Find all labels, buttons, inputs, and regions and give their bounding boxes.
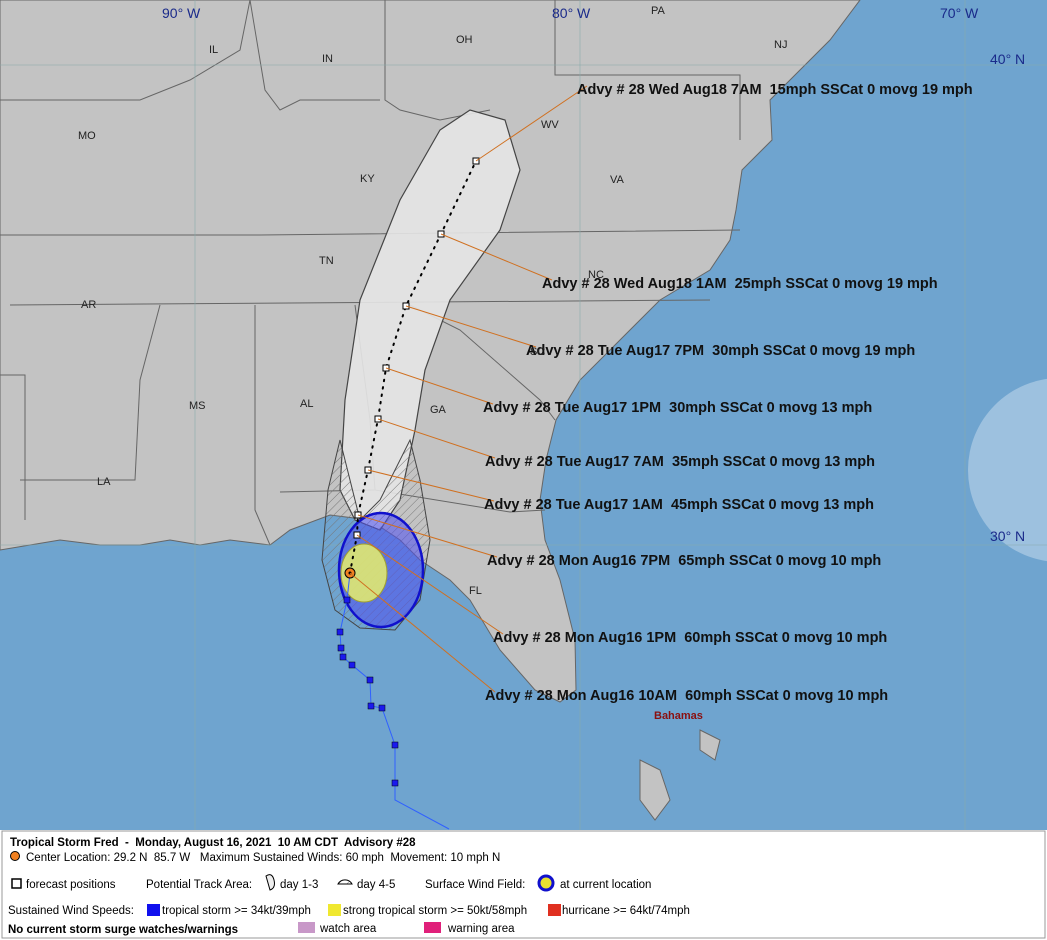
past-position [366,676,374,684]
advisory-leader [440,233,553,281]
advisory-leader [356,534,504,635]
state-label: GA [430,404,447,416]
state-label: NJ [774,39,787,51]
border [554,0,741,140]
border [20,304,161,481]
state-label: AR [81,299,96,311]
distant-feature [968,378,1047,562]
legend-panel [0,830,1047,940]
past-position [343,596,351,604]
legend-border [1,830,1046,939]
legend-watch-swatch [298,922,315,933]
legend-forecast: forecast positions [26,879,116,891]
legend-sts-swatch [328,904,341,916]
legend-track-area: Potential Track Area: [146,879,252,891]
legend-center: Center Location: 29.2 N 85.7 W Maximum S… [26,852,500,864]
state-label: MO [78,130,96,142]
grid [0,0,1047,830]
legend-sts: strong tropical storm >= 50kt/58mph [343,905,527,917]
past-position [391,741,399,749]
advisory-leader [367,469,495,502]
state-label: SC [530,346,545,358]
border [0,374,26,520]
place-label: Bahamas [654,710,703,722]
legend-wind-icon [537,874,555,892]
state-label: LA [97,476,111,488]
legend-wind-field: Surface Wind Field: [425,879,525,891]
state-label: FL [469,585,482,597]
legend-hu: hurricane >= 64kt/74mph [562,905,690,917]
longitude-label: 80° W [552,5,591,21]
past-position [348,661,356,669]
past-position [339,653,347,661]
latitude-label: 40° N [990,51,1025,67]
past-position [391,779,399,787]
advisory-label: Advy # 28 Mon Aug16 1PM 60mph SSCat 0 mo… [493,630,887,646]
border [249,0,380,111]
border [384,0,491,121]
state-label: AL [300,398,313,410]
legend-ts-swatch [147,904,160,916]
state-label: IL [209,44,218,56]
legend-day45-icon [337,879,353,885]
advisory-leader [377,418,496,459]
legend-warning: warning area [447,923,515,935]
advisory-label: Advy # 28 Tue Aug17 1AM 45mph SSCat 0 mo… [484,497,874,513]
legend-surge: No current storm surge watches/warnings [8,924,238,936]
advisory-leader [385,367,494,405]
state-label: MS [189,400,206,412]
legend-day13: day 1-3 [280,879,318,891]
legend-ts: tropical storm >= 34kt/39mph [162,905,311,917]
border [254,305,271,546]
legend-center-icon [10,851,20,861]
legend-square-icon [11,878,22,889]
advisory-label: Advy # 28 Mon Aug16 10AM 60mph SSCat 0 m… [485,688,888,704]
legend-speeds: Sustained Wind Speeds: [8,905,134,917]
legend-current: at current location [560,879,651,891]
past-position [336,628,344,636]
state-label: WV [541,119,559,131]
labels: Advy # 28 Wed Aug18 7AM 15mph SSCat 0 mo… [78,5,1025,722]
advisory-leader [349,572,496,693]
legend-title: Tropical Storm Fred - Monday, August 16,… [10,837,416,849]
state-label: OH [456,34,473,46]
advisory-label: Advy # 28 Mon Aug16 7PM 65mph SSCat 0 mo… [487,553,881,569]
legend-watch: watch area [319,923,377,935]
state-label: NC [588,269,604,281]
longitude-label: 70° W [940,5,979,21]
legend-hu-swatch [548,904,561,916]
advisory-label: Advy # 28 Wed Aug18 1AM 25mph SSCat 0 mo… [542,276,938,292]
state-label: KY [360,173,375,185]
advisory-label: Advy # 28 Wed Aug18 7AM 15mph SSCat 0 mo… [577,82,973,98]
state-label: TN [319,255,334,267]
longitude-label: 90° W [162,5,201,21]
state-label: IN [322,53,333,65]
cuba [639,759,671,821]
legend-day13-icon [265,874,275,891]
advisory-label: Advy # 28 Tue Aug17 7AM 35mph SSCat 0 mo… [485,454,875,470]
state-label: VA [610,174,625,186]
legend-day45: day 4-5 [357,879,395,891]
border [0,0,251,101]
advisory-label: Advy # 28 Tue Aug17 1PM 30mph SSCat 0 mo… [483,400,872,416]
latitude-label: 30° N [990,528,1025,544]
legend-warning-swatch [424,922,441,933]
past-position [337,644,345,652]
island [699,729,721,761]
legend: Tropical Storm Fred - Monday, August 16,… [8,837,690,936]
advisory-leader [357,514,498,558]
advisory-leader [405,305,537,348]
advisory-leader [475,85,588,162]
past-position [378,704,386,712]
state-label: PA [651,5,666,17]
past-position [367,702,375,710]
advisory-label: Advy # 28 Tue Aug17 7PM 30mph SSCat 0 mo… [526,343,915,359]
